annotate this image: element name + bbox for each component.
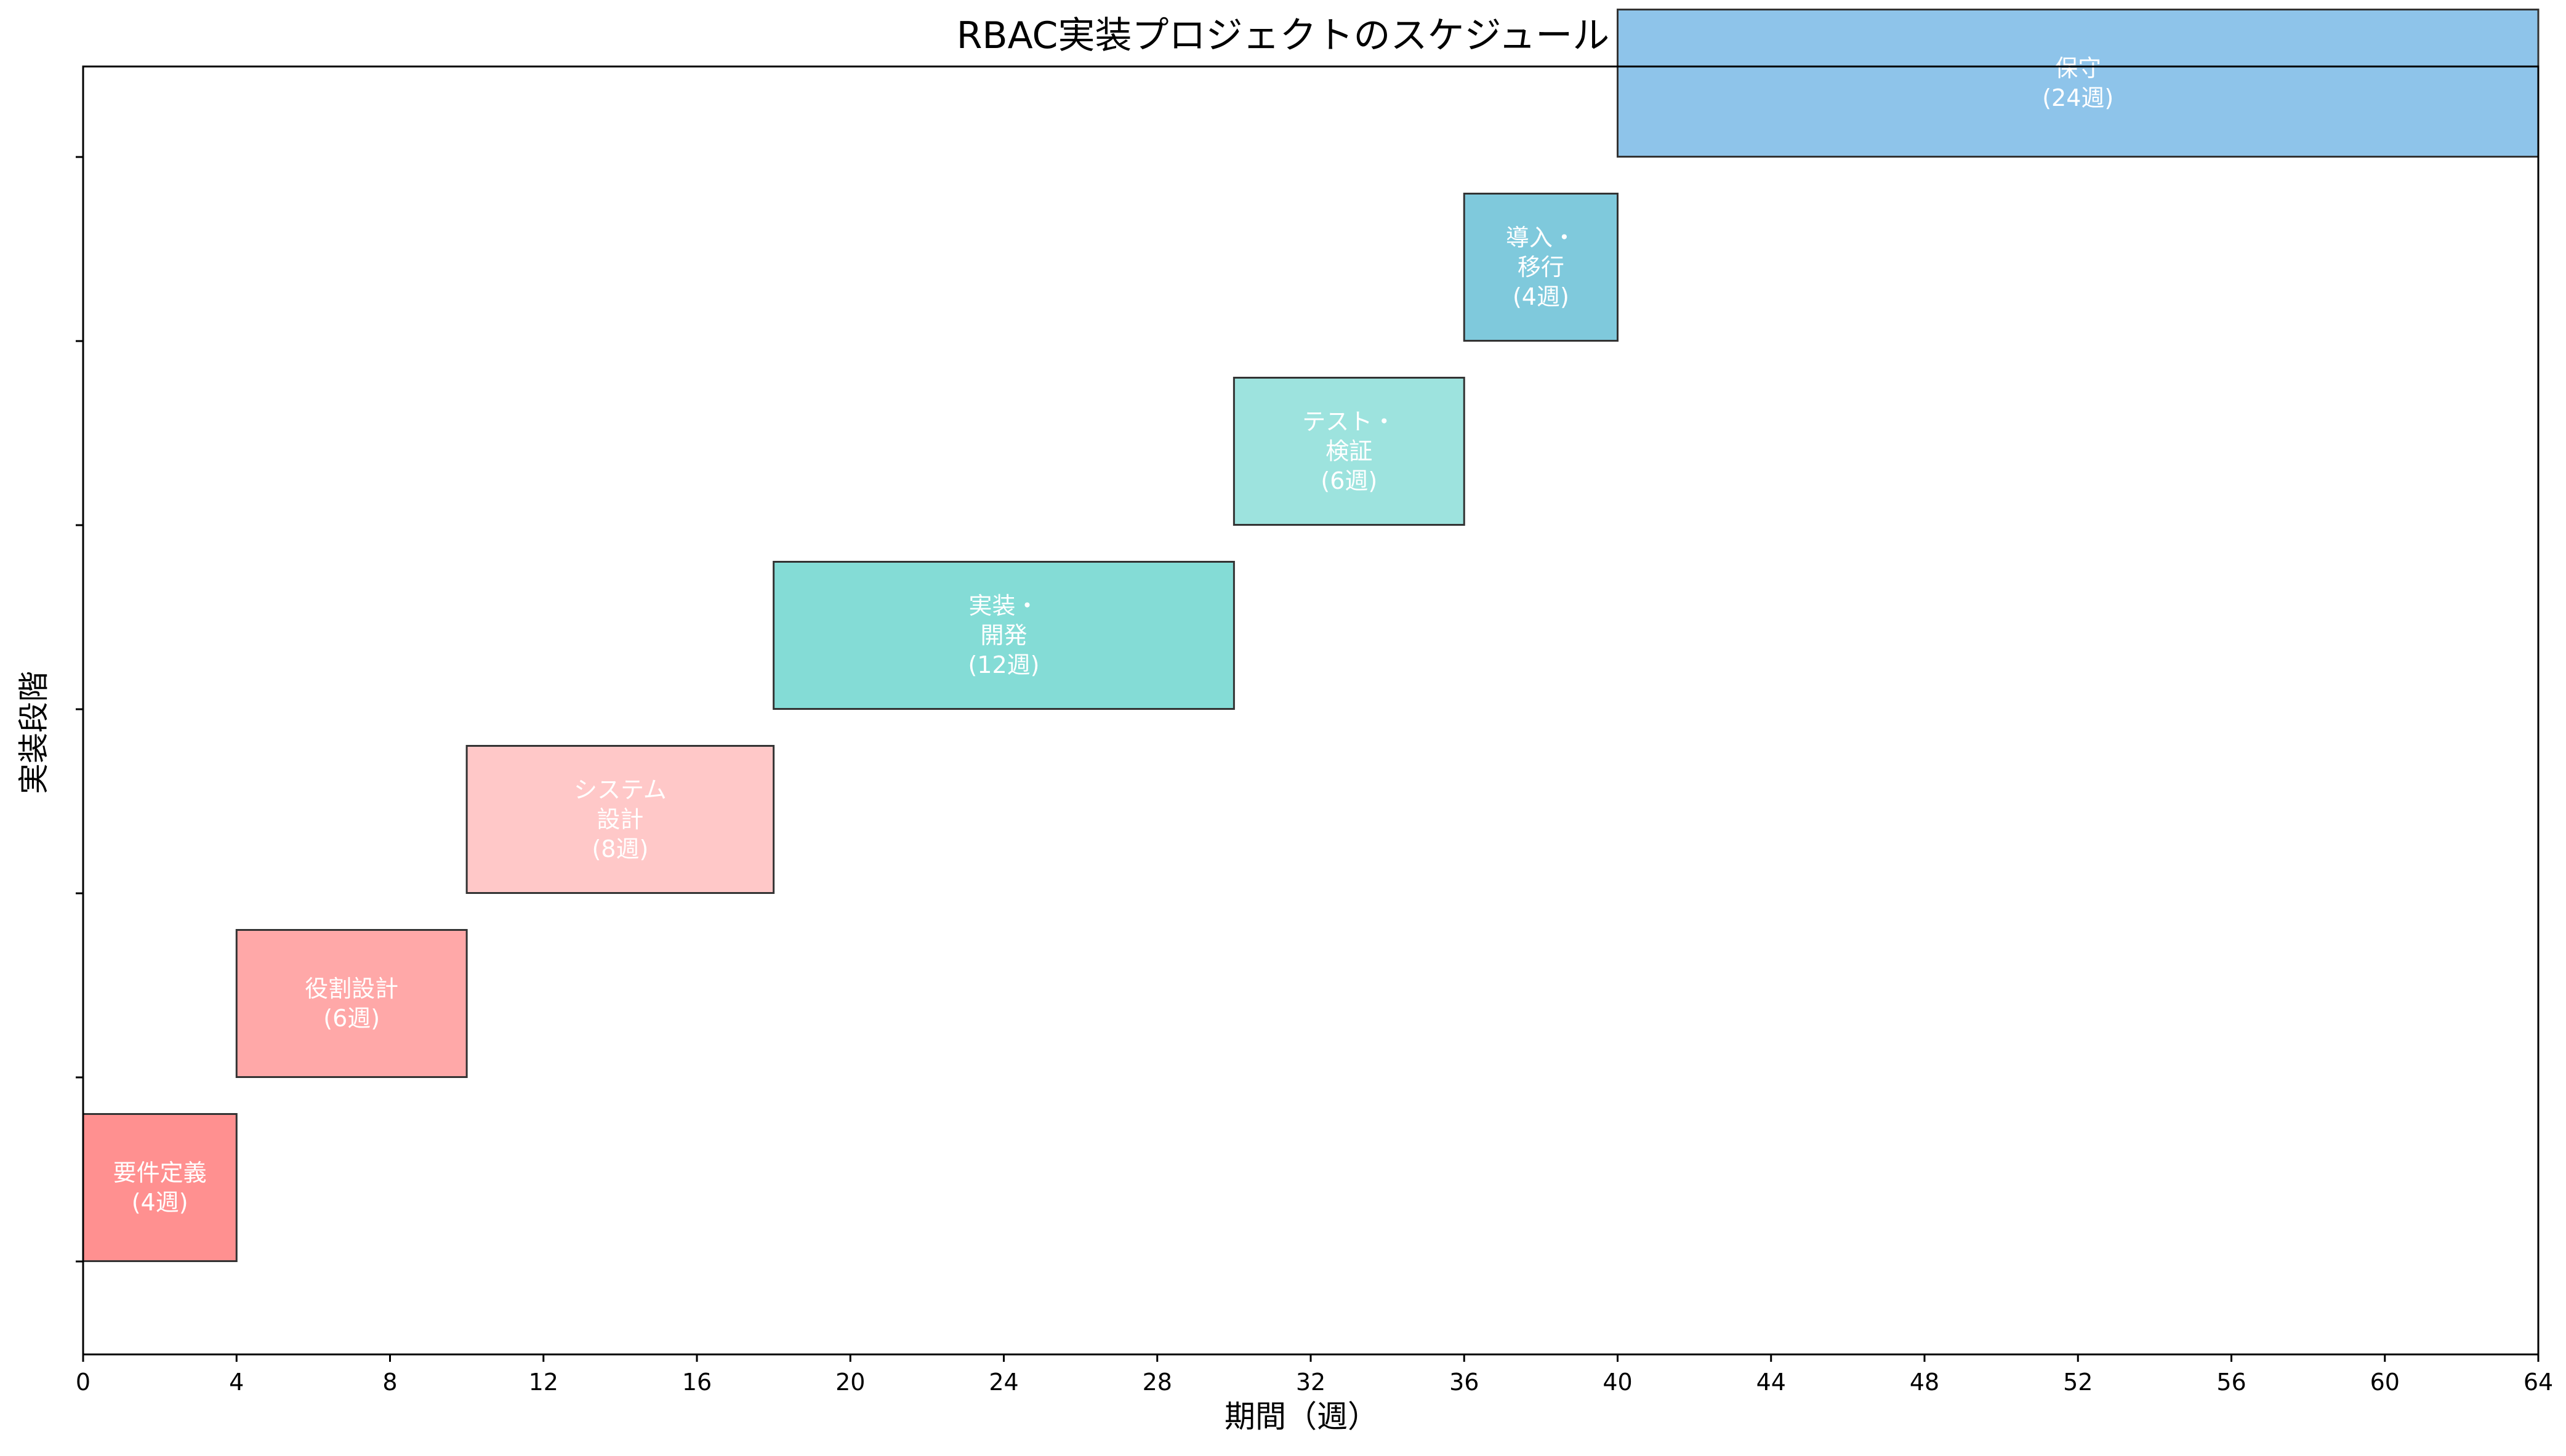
x-tick-label: 4 [229,1369,244,1396]
y-axis-label: 実装段階 [16,671,52,794]
x-tick-label: 40 [1603,1369,1632,1396]
gantt-bar [1233,377,1465,526]
chart-title: RBAC実装プロジェクトのスケジュール [957,14,1610,57]
x-tick-label: 8 [382,1369,397,1396]
gantt-bar [465,745,775,894]
y-axis [76,156,83,1263]
x-axis: 0 4 8 12 16 20 24 28 32 36 40 44 48 52 56 60 64 [76,1354,2553,1396]
x-tick-label: 52 [2063,1369,2093,1396]
x-tick-label: 60 [2370,1369,2400,1396]
gantt-bar [82,1113,238,1262]
x-tick-label: 12 [529,1369,558,1396]
bar-label: 実装・開発(12週) [968,592,1039,678]
x-tick-label: 20 [835,1369,865,1396]
bar-label: 要件定義(4週) [113,1159,207,1216]
bar-label: 保守(24週) [2042,55,2114,111]
x-tick-label: 32 [1296,1369,1325,1396]
x-tick-label: 48 [1910,1369,1939,1396]
bar-label: テスト・検証(6週) [1302,408,1396,494]
bar-label: システム設計(8週) [574,776,667,863]
bar-label: 導入・移行(4週) [1506,224,1576,310]
x-tick-label: 28 [1143,1369,1172,1396]
x-tick-label: 36 [1449,1369,1479,1396]
x-tick-label: 24 [989,1369,1018,1396]
gantt-bar [235,929,468,1078]
x-tick-label: 44 [1756,1369,1786,1396]
gantt-bar [1617,9,2540,158]
plot-area: 要件定義(4週) 役割設計(6週) システム設計(8週) 実装・開発(12週) テスト・… [82,9,2540,1262]
bar-label: 役割設計(6週) [305,975,398,1032]
x-tick-label: 56 [2216,1369,2246,1396]
gantt-bar [773,561,1235,710]
x-tick-label: 0 [76,1369,90,1396]
gantt-bar [1463,193,1619,342]
x-axis-label: 期間（週） [1225,1399,1378,1434]
x-tick-label: 64 [2524,1369,2553,1396]
x-tick-label: 16 [682,1369,712,1396]
plot-frame [82,65,2540,1356]
